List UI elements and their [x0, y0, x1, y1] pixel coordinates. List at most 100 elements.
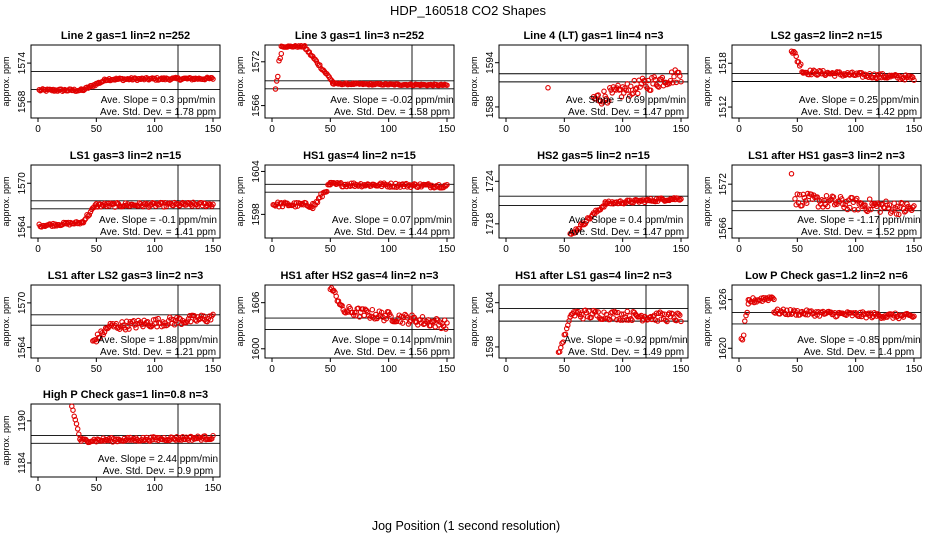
x-tick-label: 50 — [559, 244, 571, 255]
data-point — [628, 83, 634, 90]
data-point — [97, 334, 103, 341]
data-point — [637, 84, 643, 90]
slope-annotation: Ave. Slope = 1.88 ppm/min — [98, 335, 218, 346]
data-point — [877, 209, 883, 215]
data-point — [792, 50, 798, 56]
data-point — [740, 332, 747, 338]
x-tick-label: 0 — [269, 124, 275, 135]
data-point — [404, 314, 411, 321]
data-point — [324, 188, 330, 195]
data-point — [617, 317, 624, 323]
data-point — [444, 320, 450, 326]
data-point — [191, 76, 198, 83]
y-tick-label: 1572 — [718, 173, 729, 196]
data-point — [396, 181, 402, 188]
x-tick-label: 50 — [325, 244, 337, 255]
y-tick-label: 1606 — [251, 291, 262, 314]
data-point — [766, 294, 773, 300]
data-point — [876, 201, 882, 207]
plot-frame — [731, 284, 922, 359]
data-point — [635, 90, 641, 97]
data-point — [93, 338, 100, 345]
x-tick-label: 0 — [736, 124, 742, 135]
data-point — [210, 311, 216, 318]
data-point — [399, 320, 406, 326]
y-axis-label: approx. ppm — [235, 176, 245, 226]
x-tick-label: 150 — [906, 244, 923, 255]
data-point — [73, 421, 80, 427]
data-point — [81, 217, 88, 223]
data-point — [433, 315, 440, 322]
panel-1: Line 2 gas=1 lin=2 n=252 0 50 100 150 1568 157… — [1, 30, 222, 135]
plot-frame — [30, 284, 221, 359]
data-point — [576, 311, 583, 317]
data-point — [824, 203, 831, 210]
data-point — [854, 195, 860, 202]
data-point — [85, 213, 91, 219]
data-point — [123, 318, 130, 325]
data-point — [855, 206, 861, 213]
x-tick-label: 100 — [146, 483, 163, 494]
data-point — [612, 309, 619, 316]
data-point — [76, 431, 82, 437]
data-points — [738, 294, 917, 343]
data-point — [901, 209, 908, 215]
data-point — [803, 200, 810, 206]
y-tick-label: 1518 — [718, 52, 729, 75]
std-dev-annotation: Ave. Std. Dev. = 1.47 ppm — [568, 107, 684, 118]
x-tick-label: 50 — [559, 364, 571, 375]
slope-annotation: Ave. Slope = -0.85 ppm/min — [797, 335, 921, 346]
x-tick-label: 50 — [91, 483, 103, 494]
data-point — [629, 317, 635, 324]
data-point — [430, 319, 436, 325]
plot-frame — [30, 44, 221, 119]
x-tick-label: 0 — [35, 364, 41, 375]
data-point — [209, 435, 215, 442]
std-dev-annotation: Ave. Std. Dev. = 1.49 ppm — [568, 347, 684, 358]
y-axis-label: approx. ppm — [469, 296, 479, 346]
data-point — [352, 309, 358, 316]
panel-9: LS1 after LS2 gas=3 lin=2 n=3 0 50 100 150 15… — [1, 270, 222, 375]
x-tick-label: 150 — [673, 364, 690, 375]
slope-annotation: Ave. Slope = -0.92 ppm/min — [564, 335, 688, 346]
data-point — [399, 181, 406, 187]
data-point — [70, 407, 76, 413]
x-tick-label: 150 — [439, 124, 456, 135]
data-point — [885, 205, 892, 211]
plot-frame — [264, 284, 455, 359]
std-dev-annotation: Ave. Std. Dev. = 1.56 ppm — [334, 347, 450, 358]
data-point — [444, 181, 450, 188]
data-point — [356, 314, 363, 320]
data-point — [71, 413, 77, 420]
data-point — [666, 80, 673, 87]
data-point — [126, 437, 132, 443]
std-dev-annotation: Ave. Std. Dev. = 1.41 ppm — [100, 227, 216, 238]
data-point — [618, 311, 625, 317]
y-tick-label: 1620 — [718, 337, 729, 360]
data-points — [788, 171, 917, 218]
data-point — [899, 200, 906, 207]
x-tick-label: 50 — [325, 124, 337, 135]
plot-frame — [30, 164, 221, 239]
data-point — [879, 71, 886, 77]
data-point — [313, 58, 320, 64]
y-axis-label: approx. ppm — [235, 296, 245, 346]
data-point — [794, 191, 801, 197]
x-tick-label: 0 — [503, 244, 509, 255]
x-tick-label: 50 — [91, 364, 103, 375]
y-tick-label: 1718 — [485, 212, 496, 235]
x-tick-label: 150 — [906, 124, 923, 135]
data-point — [656, 310, 662, 317]
x-tick-label: 150 — [205, 124, 222, 135]
y-tick-label: 1594 — [485, 51, 496, 74]
panel-title: HS1 after LS1 gas=4 lin=2 n=3 — [515, 270, 672, 282]
data-point — [378, 309, 385, 316]
panel-title: LS1 after HS1 gas=3 lin=2 n=3 — [748, 150, 905, 162]
data-point — [898, 199, 904, 206]
data-point — [770, 295, 776, 301]
panel-3: Line 4 (LT) gas=1 lin=4 n=3 0 50 100 150 1588… — [469, 30, 690, 135]
data-point — [598, 204, 605, 211]
data-point — [306, 49, 313, 55]
data-point — [886, 202, 893, 208]
